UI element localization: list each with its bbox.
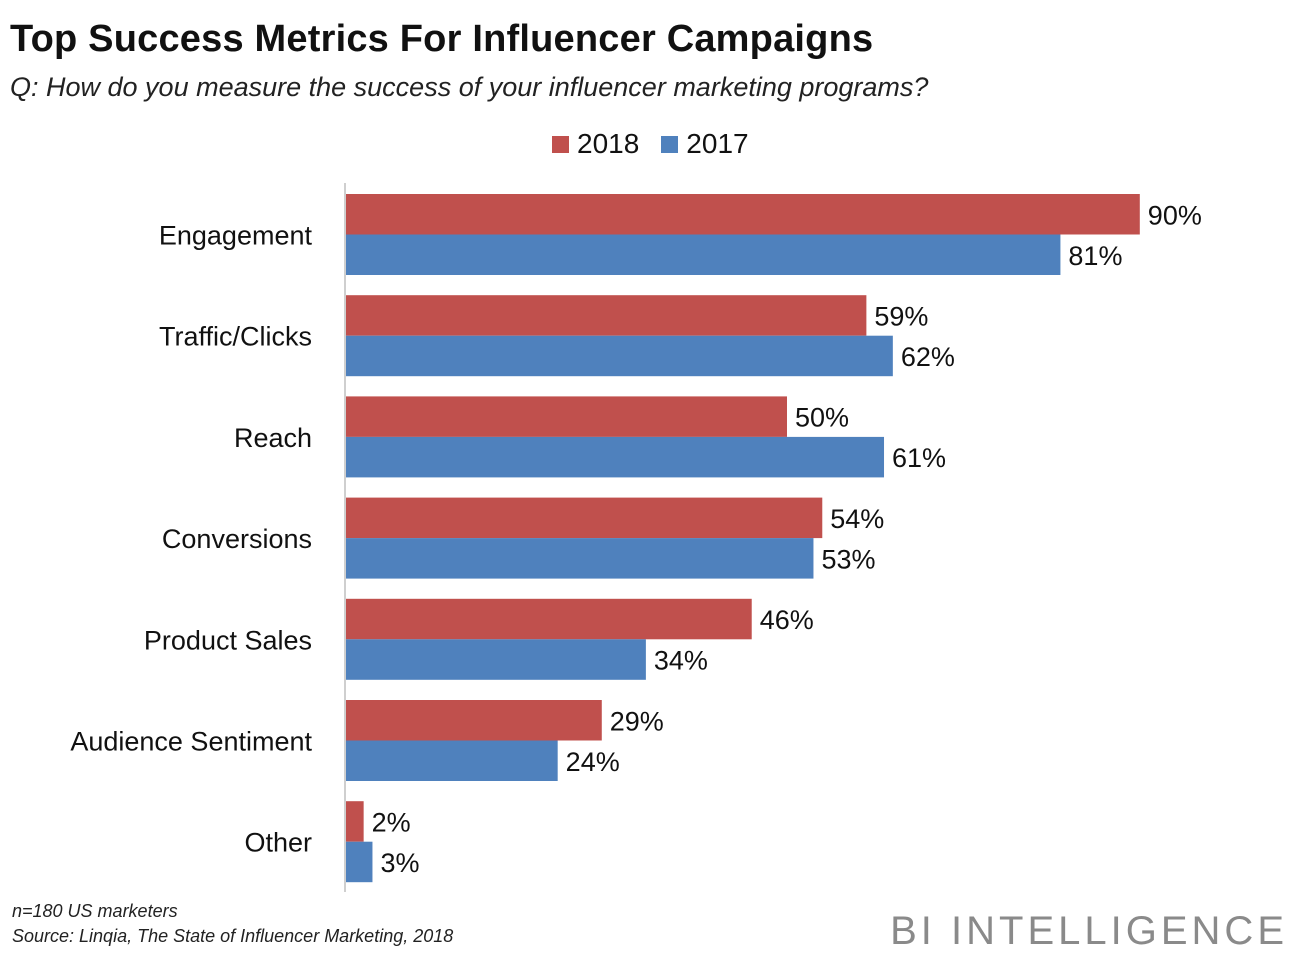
data-label-2018-reach: 50% <box>795 403 849 433</box>
bar-2018-audience-sentiment <box>346 700 602 741</box>
data-label-2017-reach: 61% <box>892 443 946 473</box>
category-label-traffic-clicks: Traffic/Clicks <box>159 322 312 352</box>
data-label-2018-conversions: 54% <box>830 504 884 534</box>
legend-label-2017: 2017 <box>686 128 749 159</box>
bar-2017-engagement <box>346 234 1061 275</box>
data-label-2017-other: 3% <box>380 848 419 878</box>
legend-label-2018: 2018 <box>577 128 640 159</box>
category-label-audience-sentiment: Audience Sentiment <box>70 727 312 757</box>
bar-2018-engagement <box>346 194 1140 235</box>
data-label-2017-engagement: 81% <box>1068 241 1122 271</box>
bar-2018-traffic-clicks <box>346 295 867 336</box>
source-note: Source: Linqia, The State of Influencer … <box>12 926 454 946</box>
bar-2018-conversions <box>346 497 823 539</box>
bar-2017-conversions <box>346 538 814 579</box>
bar-2017-audience-sentiment <box>346 740 558 781</box>
category-label-engagement: Engagement <box>159 221 313 251</box>
bar-2017-traffic-clicks <box>346 335 893 377</box>
bar-2018-product-sales <box>346 598 752 640</box>
sample-note: n=180 US marketers <box>12 901 178 921</box>
data-label-2017-product-sales: 34% <box>654 646 708 676</box>
brand-logo: BI INTELLIGENCE <box>890 909 1288 953</box>
bar-2018-reach <box>346 396 787 437</box>
data-label-2018-engagement: 90% <box>1148 200 1202 230</box>
legend-swatch-2017 <box>661 135 679 153</box>
legend-item-2018: 2018 <box>552 128 639 160</box>
data-label-2018-other: 2% <box>372 807 411 837</box>
bar-2018-other <box>346 801 364 842</box>
chart-subtitle: Q: How do you measure the success of you… <box>10 72 929 102</box>
category-label-reach: Reach <box>234 423 312 453</box>
data-label-2017-conversions: 53% <box>821 544 875 574</box>
data-label-2018-audience-sentiment: 29% <box>610 706 664 736</box>
category-label-product-sales: Product Sales <box>144 625 312 655</box>
data-label-2018-traffic-clicks: 59% <box>874 301 928 331</box>
bar-2017-product-sales <box>346 639 646 680</box>
data-label-2018-product-sales: 46% <box>760 605 814 635</box>
legend-item-2017: 2017 <box>661 128 749 160</box>
category-label-other: Other <box>244 828 312 858</box>
data-label-2017-audience-sentiment: 24% <box>566 747 620 777</box>
legend: 2018 2017 <box>552 128 749 160</box>
data-label-2017-traffic-clicks: 62% <box>901 342 955 372</box>
chart-title: Top Success Metrics For Influencer Campa… <box>10 18 874 60</box>
category-label-conversions: Conversions <box>162 524 312 554</box>
legend-swatch-2018 <box>552 135 569 153</box>
bar-2017-other <box>346 841 373 883</box>
bar-2017-reach <box>346 436 885 478</box>
